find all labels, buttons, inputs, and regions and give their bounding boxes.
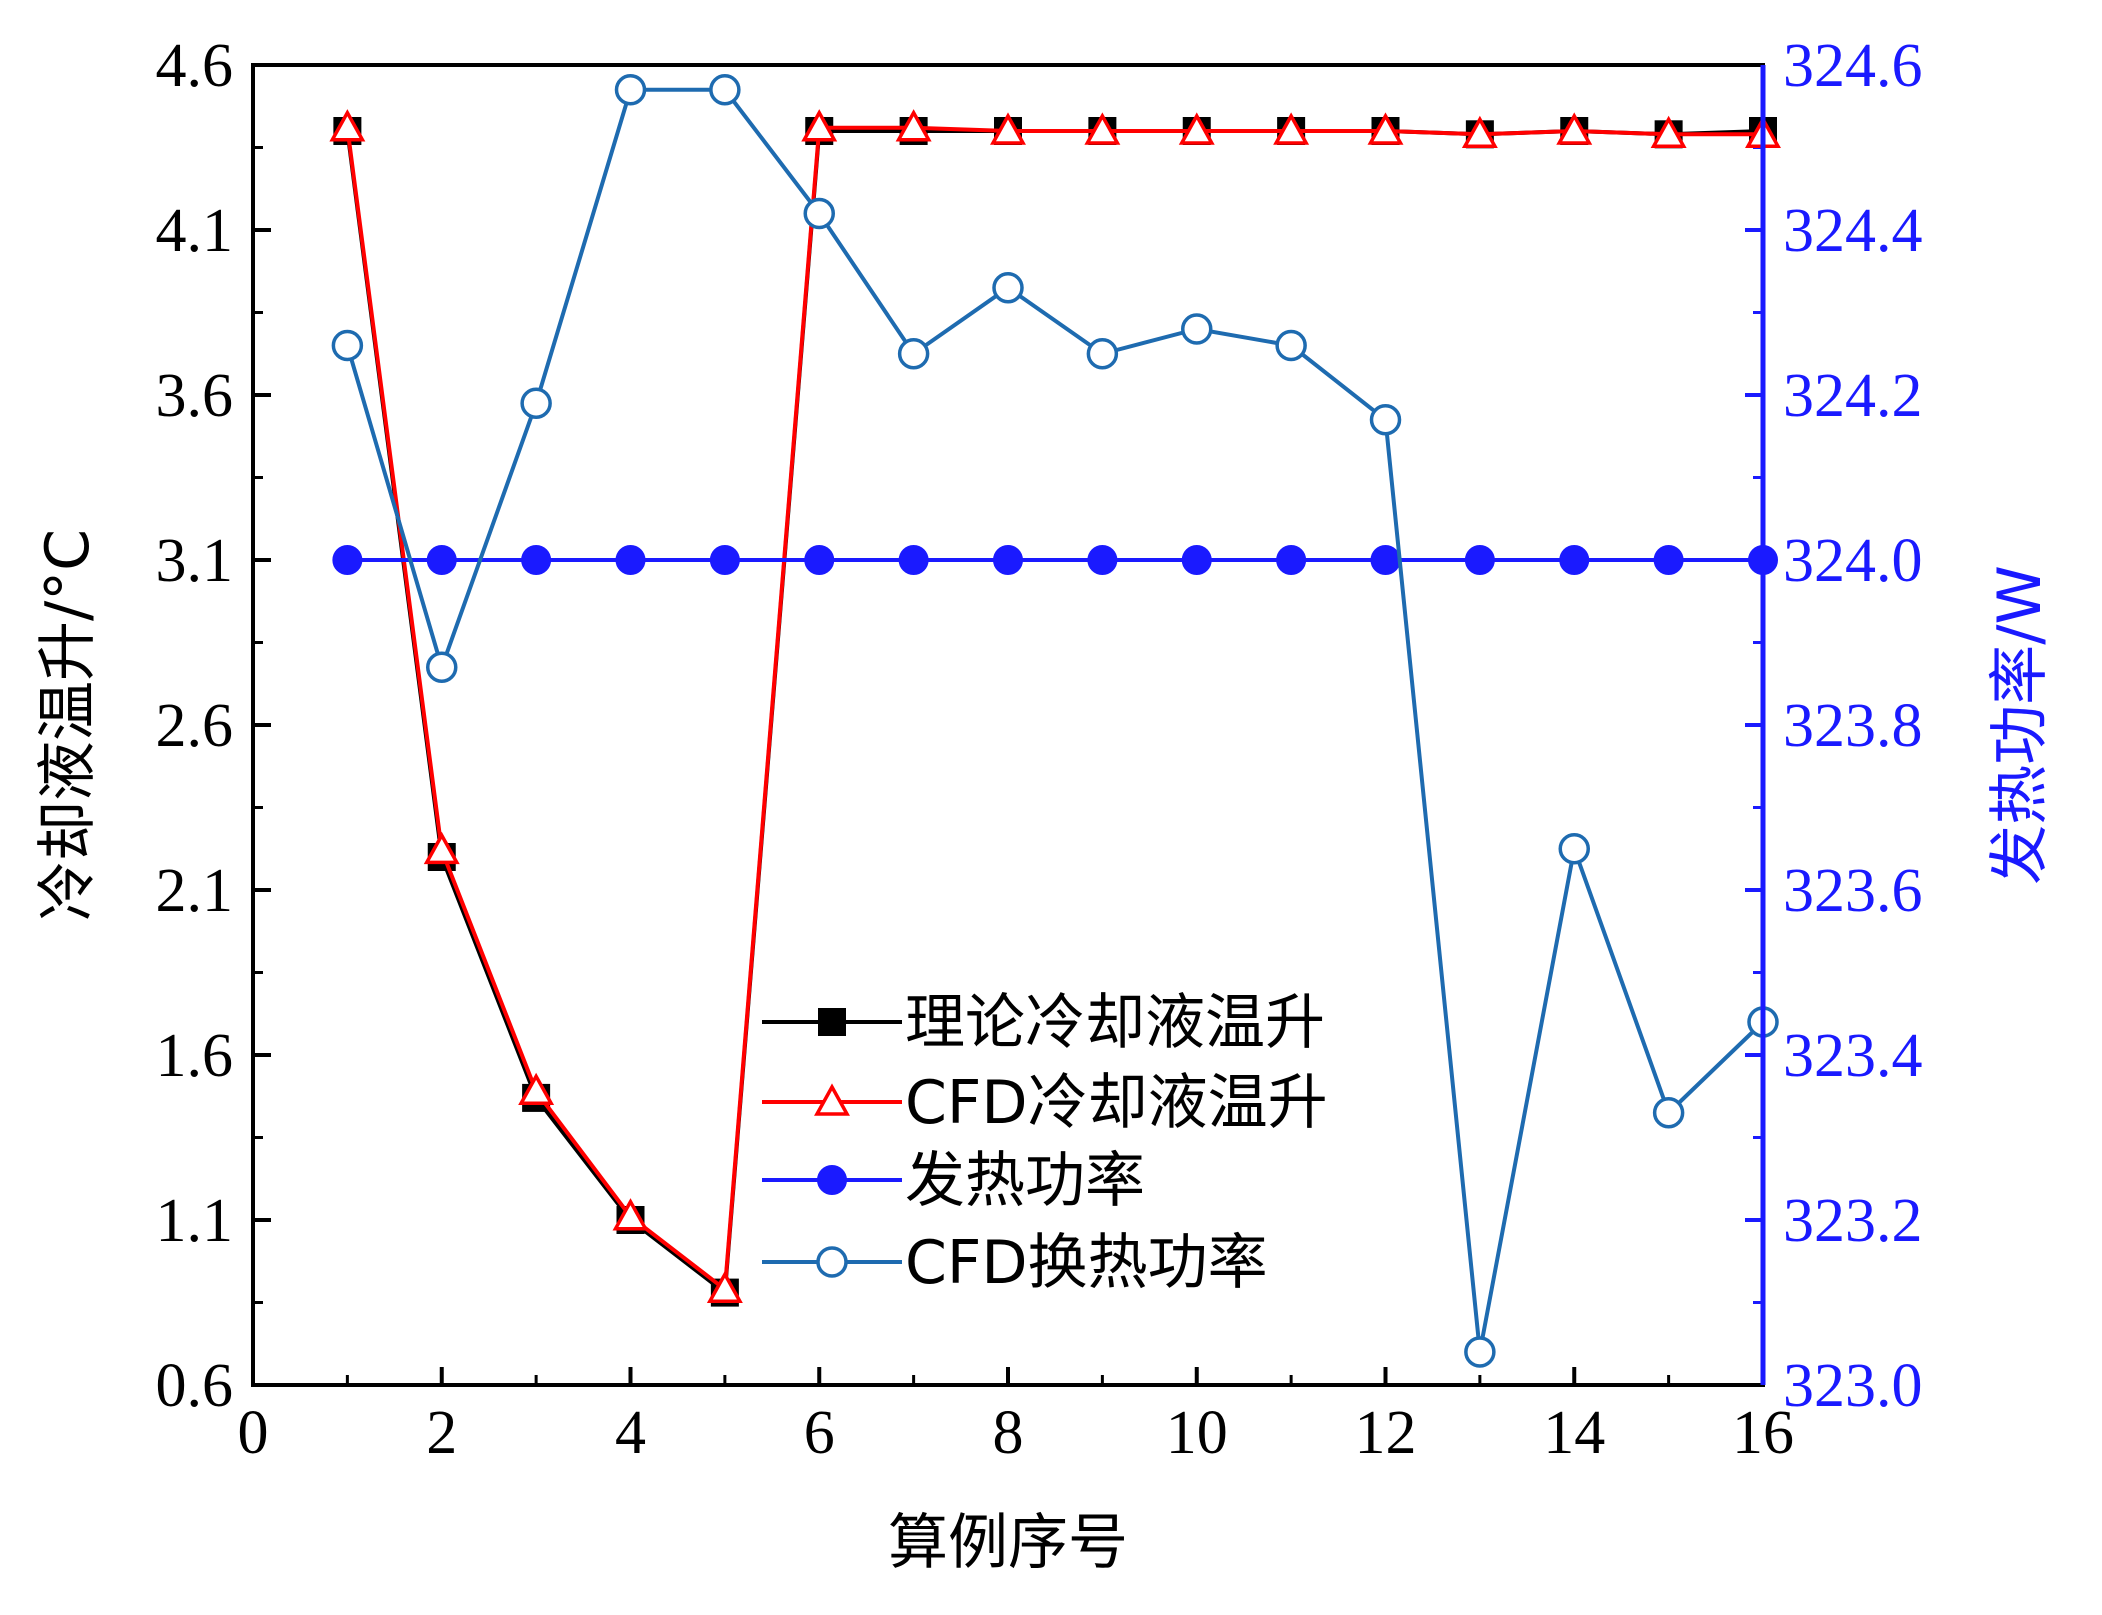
x-axis-title: 算例序号 [888, 1508, 1128, 1578]
x-tick-label: 2 [426, 1399, 457, 1467]
x-tick-label: 12 [1355, 1399, 1417, 1467]
series-4 [331, 74, 1779, 1368]
data-point [1275, 329, 1307, 362]
legend-entry-1: 理论冷却液温升 [762, 988, 1325, 1058]
data-point [1181, 545, 1212, 575]
series-layer [329, 74, 1781, 1368]
data-point [1652, 1097, 1685, 1129]
y-left-tick-label: 3.6 [156, 362, 234, 430]
data-point [1178, 112, 1215, 145]
right-axis-title: 发热功率/W [1985, 565, 2055, 885]
x-tick-label: 8 [993, 1399, 1024, 1467]
y-left-tick-label: 2.6 [156, 692, 234, 760]
y-right-tick-label: 323.8 [1783, 692, 1923, 760]
data-point [423, 831, 460, 865]
data-point [332, 545, 363, 575]
tick-labels: 0 2 4 6 8 10 12 14 16 0.6 1.1 1.6 2.1 2.6 3.1 3.6 4.1 4.6… [156, 32, 1923, 1467]
data-point [1276, 545, 1307, 575]
series-2 [329, 109, 1781, 1304]
data-point [329, 109, 366, 142]
y-left-tick-label: 3.1 [156, 527, 234, 595]
legend-marker [817, 1165, 847, 1195]
series-3 [332, 545, 1778, 575]
legend-label: 理论冷却液温升 [905, 988, 1325, 1058]
x-tick-label: 16 [1732, 1399, 1794, 1467]
data-point [897, 338, 930, 370]
y-right-tick-label: 323.2 [1783, 1187, 1923, 1255]
series-line [345, 87, 1765, 1353]
data-point [331, 329, 364, 362]
x-tick-label: 0 [238, 1399, 269, 1467]
data-point [1558, 833, 1590, 865]
data-point [426, 651, 458, 683]
y-left-tick-label: 4.1 [156, 197, 234, 265]
legend-entry-3: 发热功率 [762, 1146, 1145, 1216]
data-point [612, 1198, 649, 1231]
y-right-tick-label: 324.4 [1783, 197, 1923, 265]
data-point [898, 545, 929, 575]
data-point [1653, 545, 1684, 575]
data-point [803, 197, 835, 230]
y-right-tick-label: 324.0 [1783, 527, 1923, 595]
data-point [1086, 338, 1119, 370]
y-left-tick-label: 2.1 [156, 857, 234, 925]
data-point [1084, 112, 1121, 145]
data-point [1367, 112, 1404, 145]
data-point [426, 545, 457, 575]
data-point [709, 74, 741, 106]
data-point [1464, 1336, 1496, 1368]
legend-marker [816, 1246, 848, 1278]
data-point [992, 272, 1024, 304]
data-point [614, 74, 647, 106]
data-point [615, 545, 646, 575]
y-right-tick-label: 323.6 [1783, 857, 1923, 925]
legend-marker [818, 1008, 846, 1036]
data-point [1273, 112, 1310, 145]
y-left-tick-label: 1.1 [156, 1187, 234, 1255]
data-point [990, 112, 1026, 145]
y-left-tick-label: 1.6 [156, 1022, 234, 1090]
data-point [1650, 115, 1687, 149]
x-tick-label: 14 [1543, 1399, 1605, 1467]
data-point [1370, 545, 1401, 575]
left-axis-title: 冷却液温升/°C [33, 529, 103, 921]
legend-marker [814, 1083, 850, 1116]
y-right-tick-label: 324.2 [1783, 362, 1923, 430]
legend-label: 发热功率 [905, 1146, 1145, 1216]
x-tick-label: 4 [615, 1399, 646, 1467]
data-point [895, 109, 932, 142]
data-point [520, 387, 552, 419]
legend-label: CFD换热功率 [905, 1228, 1268, 1298]
data-point [801, 109, 838, 142]
data-point [1556, 112, 1593, 145]
y-left-tick-label: 0.6 [156, 1352, 234, 1420]
data-point [1087, 545, 1118, 575]
legend-entry-4: CFD换热功率 [762, 1228, 1268, 1298]
series-line [345, 125, 1763, 1294]
y-right-tick-label: 324.6 [1783, 32, 1923, 100]
x-tick-label: 10 [1166, 1399, 1228, 1467]
y-right-tick-label: 323.4 [1783, 1022, 1923, 1090]
data-point [1369, 404, 1402, 436]
x-tick-label: 6 [804, 1399, 835, 1467]
data-point [1464, 545, 1495, 575]
y-right-tick-label: 323.0 [1783, 1352, 1923, 1420]
data-point [1461, 115, 1498, 149]
data-point [709, 545, 740, 575]
legend-entry-2: CFD冷却液温升 [762, 1068, 1328, 1138]
y-left-tick-label: 4.6 [156, 32, 234, 100]
data-point [1559, 545, 1590, 575]
data-point [1181, 313, 1213, 345]
data-point [518, 1072, 555, 1106]
data-point [521, 545, 552, 575]
data-point [804, 545, 835, 575]
data-point [993, 545, 1023, 575]
data-point [706, 1270, 743, 1304]
legend-label: CFD冷却液温升 [905, 1068, 1328, 1138]
